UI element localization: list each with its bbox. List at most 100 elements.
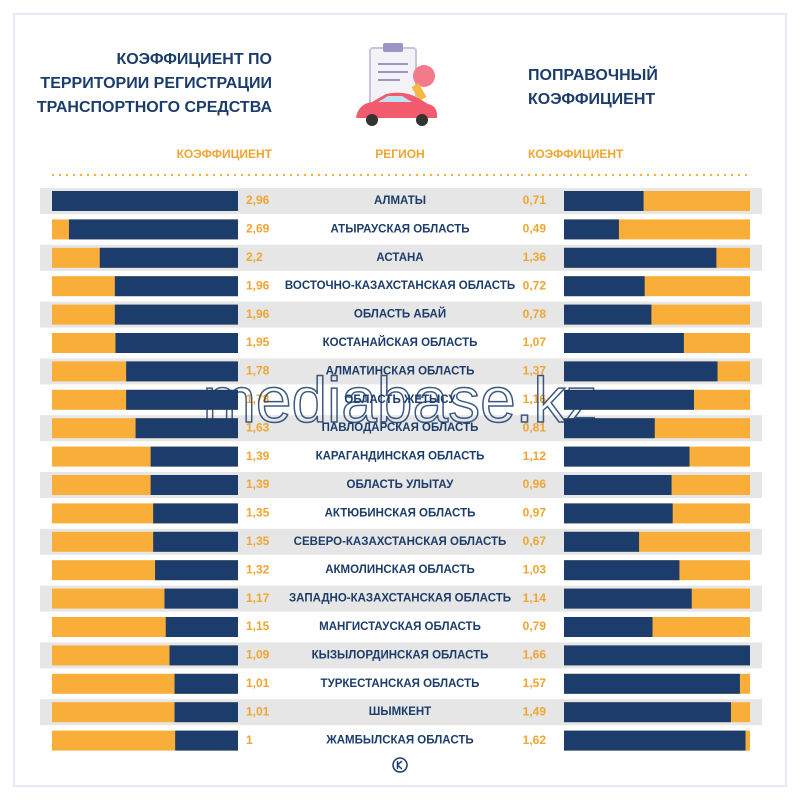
value-label: 1,07 [523,335,547,349]
bar [153,503,238,524]
bar [114,276,238,297]
value-label: 0,79 [523,619,547,633]
category-label: АКМОЛИНСКАЯ ОБЛАСТЬ [325,564,475,576]
value-label: 1,09 [246,648,270,662]
category-label: ПАВЛОДАРСКАЯ ОБЛАСТЬ [322,422,479,434]
value-label: 2,2 [246,250,263,264]
left-title: ТЕРРИТОРИИ РЕГИСТРАЦИИ [40,75,272,92]
value-label: 1,35 [246,506,270,520]
value-label: 1,39 [246,449,270,463]
category-label: КОСТАНАЙСКАЯ ОБЛАСТЬ [323,336,478,349]
bar [564,247,717,268]
bar [126,361,238,382]
column-header: РЕГИОН [375,147,424,161]
value-label: 2,69 [246,222,270,236]
bar [169,645,238,666]
value-label: 1,01 [246,676,270,690]
value-label: 1,35 [246,534,270,548]
bar [175,730,238,751]
bar [564,645,750,666]
bar [564,361,718,382]
value-label: 1,66 [523,648,547,662]
category-label: ОБЛАСТЬ ЖЕТЫСУ [344,394,456,406]
bar [564,475,672,495]
bar [564,702,731,723]
bar [164,588,238,609]
bar [564,219,619,240]
value-label: 1,63 [246,420,270,434]
value-label: 0,49 [523,222,547,236]
bar [564,333,684,353]
value-label: 1,95 [246,335,270,349]
value-label: 1,39 [246,477,270,491]
watermark: mediabase.kz [203,364,598,436]
column-header: КОЭФФИЦИЕНТ [528,147,624,161]
category-label: СЕВЕРО-КАЗАХСТАНСКАЯ ОБЛАСТЬ [294,536,507,548]
bar [564,418,655,439]
bar [564,446,690,467]
category-label: ШЫМКЕНТ [369,706,431,718]
value-label: 1,96 [246,307,270,321]
value-label: 1,62 [523,733,547,747]
category-label: КАРАГАНДИНСКАЯ ОБЛАСТЬ [316,451,485,463]
value-label: 0,72 [523,278,547,292]
category-label: ВОСТОЧНО-КАЗАХСТАНСКАЯ ОБЛАСТЬ [285,280,515,292]
category-label: АСТАНА [376,252,423,264]
value-label: 1,14 [523,591,547,605]
frame [13,13,787,787]
bar [126,389,238,410]
bar [99,247,238,268]
category-label: ТУРКЕСТАНСКАЯ ОБЛАСТЬ [321,678,480,690]
bar [564,673,740,694]
value-label: 1,12 [523,449,547,463]
bar [564,531,640,552]
icon [356,43,438,126]
value-label: 1,49 [523,704,547,718]
bar [52,191,238,211]
value-label: 1,96 [246,278,270,292]
value-label: 0,96 [523,477,547,491]
category-label: ОБЛАСТЬ АБАЙ [354,308,446,321]
bar [564,503,673,524]
left-title: ТРАНСПОРТНОГО СРЕДСТВА [37,99,273,116]
value-label: 1,78 [246,392,270,406]
bar [564,304,652,325]
value-label: 1,15 [246,619,270,633]
value-label: 1,36 [523,250,547,264]
logo [392,757,408,773]
right-title: ПОПРАВОЧНЫЙ [528,65,658,84]
bar [174,702,238,723]
bar [155,560,238,581]
value-label: 1,17 [246,591,270,605]
value-label: 0,78 [523,307,547,321]
category-label: КЫЗЫЛОРДИНСКАЯ ОБЛАСТЬ [312,649,489,661]
value-label: 1 [246,733,253,747]
category-label: АЛМАТИНСКАЯ ОБЛАСТЬ [326,365,475,377]
value-label: 1,03 [523,562,547,576]
left-title: КОЭФФИЦИЕНТ ПО [116,51,272,68]
category-label: АКТЮБИНСКАЯ ОБЛАСТЬ [325,507,476,519]
bar [564,389,694,410]
bar [564,191,644,211]
bar [165,617,238,637]
bar [135,418,238,439]
bar [115,333,238,353]
bar [564,617,653,637]
category-label: ЗАПАДНО-КАЗАХСТАНСКАЯ ОБЛАСТЬ [289,593,511,605]
value-label: 1,78 [246,364,270,378]
value-label: 2,96 [246,193,270,207]
value-label: 1,37 [523,364,547,378]
bar [150,475,238,495]
value-label: 1,01 [246,704,270,718]
value-label: 1,57 [523,676,547,690]
bar [564,588,692,609]
value-label: 1,16 [523,392,547,406]
bar [564,730,746,751]
bar [114,304,238,325]
bar [174,673,238,694]
value-label: 0,81 [523,420,547,434]
bar [564,560,680,581]
value-label: 0,71 [523,193,547,207]
bar [564,276,645,297]
